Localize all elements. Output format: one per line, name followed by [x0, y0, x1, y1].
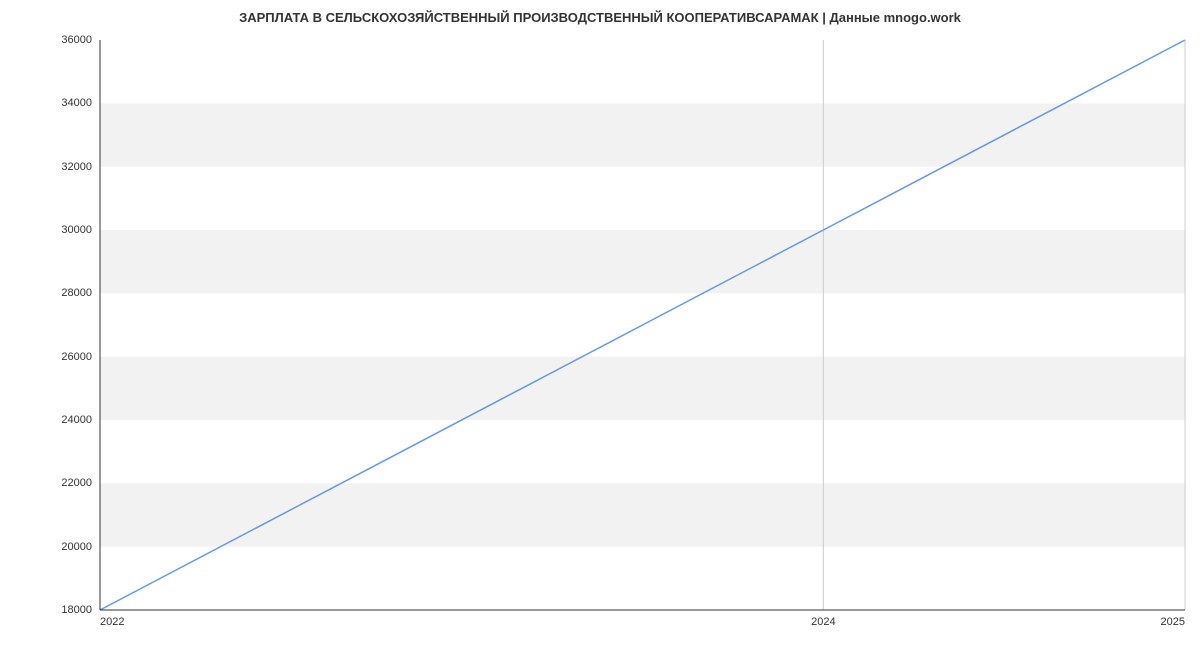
line-chart: ЗАРПЛАТА В СЕЛЬСКОХОЗЯЙСТВЕННЫЙ ПРОИЗВОД… [0, 0, 1200, 650]
y-tick-label: 30000 [61, 224, 92, 236]
y-tick-label: 18000 [61, 604, 92, 616]
y-tick-label: 34000 [61, 97, 92, 109]
grid-band [100, 357, 1185, 420]
grid-band [100, 483, 1185, 546]
y-tick-label: 32000 [61, 161, 92, 173]
y-tick-label: 22000 [61, 477, 92, 489]
y-tick-label: 26000 [61, 351, 92, 363]
y-tick-label: 24000 [61, 414, 92, 426]
grid-band [100, 103, 1185, 166]
y-tick-label: 20000 [61, 541, 92, 553]
chart-title: ЗАРПЛАТА В СЕЛЬСКОХОЗЯЙСТВЕННЫЙ ПРОИЗВОД… [0, 10, 1200, 25]
plot-area: 1800020000220002400026000280003000032000… [100, 40, 1185, 610]
y-tick-label: 36000 [61, 34, 92, 46]
grid-band [100, 230, 1185, 293]
x-tick-label: 2025 [1161, 616, 1185, 628]
y-tick-label: 28000 [61, 287, 92, 299]
chart-svg [100, 40, 1185, 610]
x-tick-label: 2022 [100, 616, 124, 628]
x-tick-label: 2024 [811, 616, 835, 628]
